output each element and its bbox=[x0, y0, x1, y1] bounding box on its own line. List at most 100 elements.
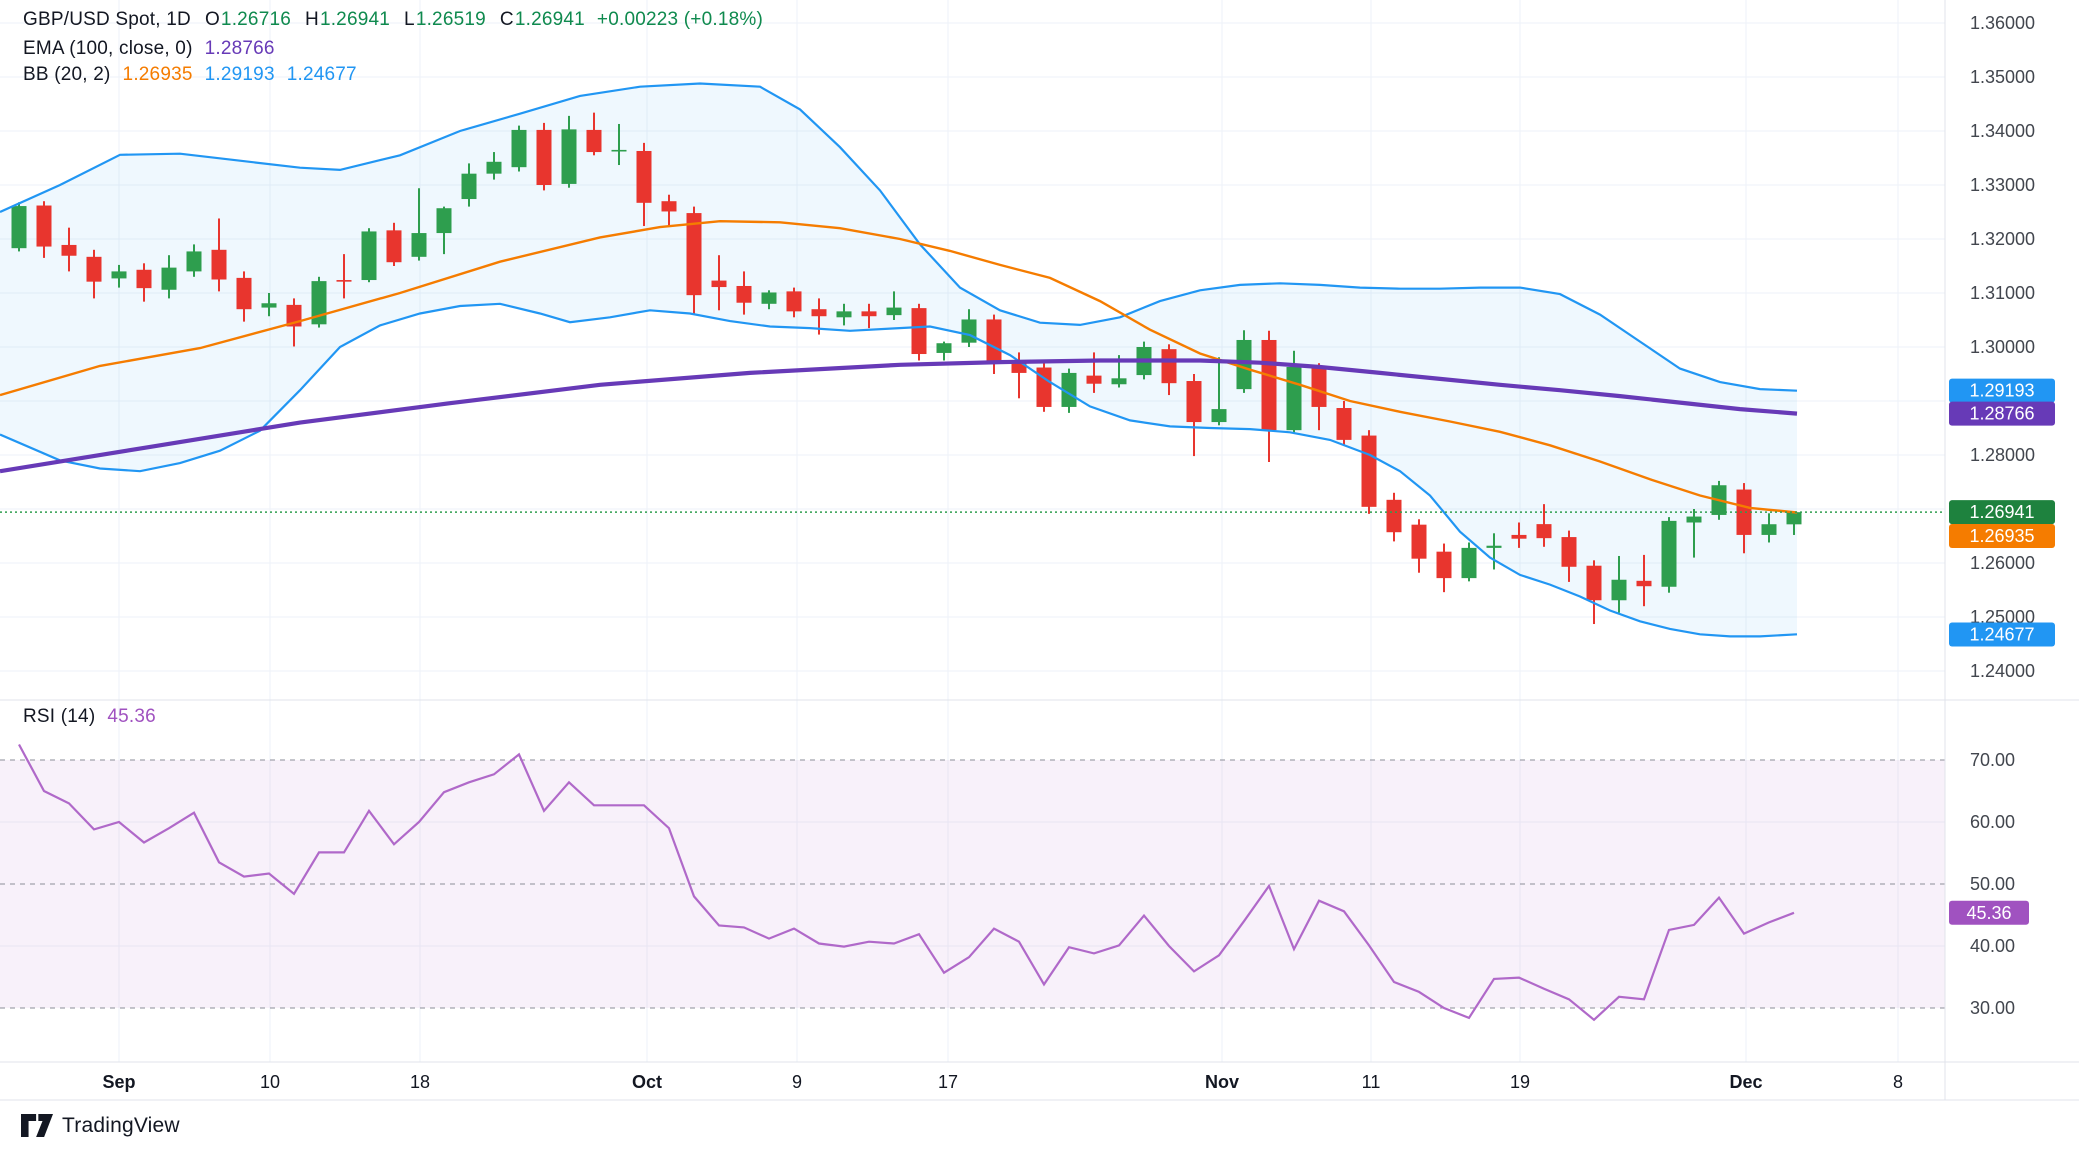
candle bbox=[586, 112, 602, 156]
candle bbox=[911, 303, 927, 361]
candle bbox=[1686, 509, 1702, 558]
svg-text:1.31000: 1.31000 bbox=[1970, 283, 2035, 303]
price-badge: 1.26935 bbox=[1949, 524, 2055, 548]
candle bbox=[936, 341, 952, 361]
grid-lines bbox=[0, 0, 1945, 1062]
svg-text:Oct: Oct bbox=[632, 1072, 662, 1092]
rsi-label: RSI (14) bbox=[23, 706, 96, 727]
low-value: 1.26519 bbox=[415, 9, 486, 30]
candle bbox=[436, 206, 452, 255]
candle bbox=[1336, 401, 1352, 446]
svg-text:17: 17 bbox=[938, 1072, 958, 1092]
svg-text:1.32000: 1.32000 bbox=[1970, 229, 2035, 249]
candle bbox=[1311, 363, 1327, 431]
candle bbox=[86, 249, 102, 299]
candle bbox=[1061, 368, 1077, 413]
ema-legend-row: EMA (100, close, 0) 1.28766 bbox=[23, 38, 275, 60]
svg-text:1.24000: 1.24000 bbox=[1970, 661, 2035, 681]
candle bbox=[1461, 542, 1477, 582]
candle bbox=[536, 122, 552, 191]
candle bbox=[1411, 519, 1427, 573]
candle bbox=[411, 188, 427, 261]
bb-basis-value: 1.26935 bbox=[122, 64, 193, 85]
candle bbox=[661, 194, 677, 226]
svg-text:8: 8 bbox=[1893, 1072, 1903, 1092]
candle bbox=[136, 263, 152, 302]
time-axis[interactable]: Sep 10 18 Oct 9 17 Nov 11 19 Dec 8 bbox=[102, 1072, 1903, 1092]
bb-legend-row: BB (20, 2) 1.26935 1.29193 1.24677 bbox=[23, 64, 357, 86]
svg-text:1.30000: 1.30000 bbox=[1970, 337, 2035, 357]
price-badge: 1.29193 bbox=[1949, 378, 2055, 403]
svg-text:1.36000: 1.36000 bbox=[1970, 13, 2035, 33]
tradingview-logo-text: TradingView bbox=[62, 1113, 180, 1137]
candle bbox=[211, 218, 227, 292]
price-axis[interactable]: 1.36000 1.35000 1.34000 1.33000 1.32000 1.310… bbox=[1949, 13, 2055, 681]
candle bbox=[761, 290, 777, 310]
open-key: O bbox=[204, 9, 220, 30]
candle bbox=[361, 228, 377, 283]
candle bbox=[1386, 492, 1402, 542]
candle bbox=[886, 291, 902, 320]
candle bbox=[11, 202, 27, 252]
ema-label: EMA (100, close, 0) bbox=[23, 38, 193, 59]
candle bbox=[861, 303, 877, 329]
svg-text:Nov: Nov bbox=[1205, 1072, 1239, 1092]
high-key: H bbox=[305, 9, 319, 30]
close-key: C bbox=[499, 9, 514, 30]
pane-separators bbox=[0, 0, 2079, 1101]
bb-upper-value: 1.29193 bbox=[204, 64, 275, 85]
svg-text:1.26941: 1.26941 bbox=[1969, 502, 2034, 522]
candle bbox=[511, 125, 527, 172]
candle bbox=[1261, 330, 1277, 463]
change-value: +0.00223 (+0.18%) bbox=[596, 9, 764, 30]
rsi-legend-row: RSI (14) 45.36 bbox=[23, 706, 156, 728]
candle bbox=[1436, 543, 1452, 593]
candle bbox=[1786, 512, 1802, 535]
rsi-line bbox=[18, 743, 1795, 1022]
candle bbox=[611, 123, 627, 166]
candle bbox=[636, 142, 652, 227]
svg-text:1.26935: 1.26935 bbox=[1969, 526, 2034, 546]
svg-text:9: 9 bbox=[792, 1072, 802, 1092]
candle bbox=[461, 163, 477, 207]
candle bbox=[1211, 357, 1227, 426]
svg-text:1.35000: 1.35000 bbox=[1970, 67, 2035, 87]
svg-text:1.34000: 1.34000 bbox=[1970, 121, 2035, 141]
svg-text:11: 11 bbox=[1362, 1072, 1381, 1092]
candle bbox=[336, 254, 352, 299]
svg-text:Sep: Sep bbox=[102, 1072, 135, 1092]
candle bbox=[236, 271, 252, 322]
candle bbox=[186, 244, 202, 277]
candle bbox=[561, 115, 577, 188]
candle bbox=[1586, 560, 1602, 625]
indicator-lines bbox=[0, 82, 1798, 638]
candle bbox=[836, 303, 852, 326]
candle bbox=[61, 227, 77, 272]
candle bbox=[1561, 530, 1577, 582]
candle bbox=[1361, 430, 1377, 514]
svg-text:1.24677: 1.24677 bbox=[1969, 624, 2034, 644]
candle bbox=[1511, 522, 1527, 548]
svg-text:18: 18 bbox=[410, 1072, 430, 1092]
symbol-legend-row: GBP/USD Spot, 1D O1.26716 H1.26941 L1.26519… bbox=[23, 9, 763, 31]
candle bbox=[36, 201, 52, 258]
svg-text:60.00: 60.00 bbox=[1970, 812, 2015, 832]
svg-text:1.26000: 1.26000 bbox=[1970, 553, 2035, 573]
svg-text:1.28000: 1.28000 bbox=[1970, 445, 2035, 465]
candle bbox=[161, 255, 177, 299]
ema-100-line bbox=[0, 358, 1798, 474]
candle bbox=[1761, 513, 1777, 543]
candle bbox=[261, 293, 277, 317]
candle bbox=[1611, 555, 1627, 613]
svg-text:30.00: 30.00 bbox=[1970, 998, 2015, 1018]
bb-lower-value: 1.24677 bbox=[286, 64, 357, 85]
price-badge: 1.24677 bbox=[1949, 622, 2055, 647]
svg-text:1.29193: 1.29193 bbox=[1969, 381, 2034, 401]
rsi-badge: 45.36 bbox=[1949, 900, 2029, 925]
tradingview-attribution[interactable]: TradingView bbox=[21, 1112, 180, 1139]
tradingview-logo-icon bbox=[21, 1113, 53, 1138]
rsi-axis[interactable]: 70.00 60.00 50.00 40.00 30.00 45.36 bbox=[1949, 750, 2029, 1018]
candle bbox=[1186, 374, 1202, 457]
